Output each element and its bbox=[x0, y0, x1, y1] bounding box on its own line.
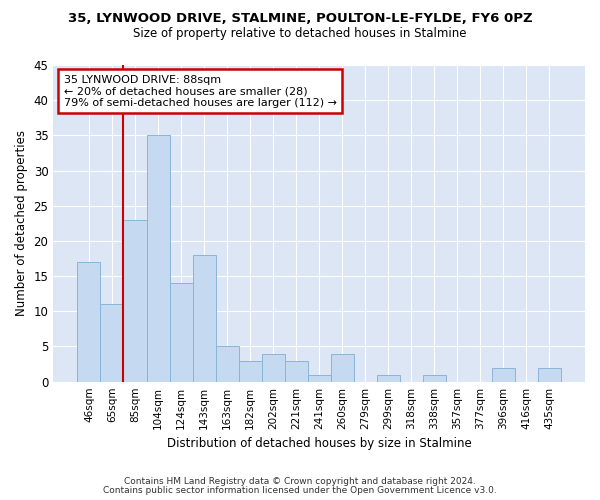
Bar bbox=[170, 283, 193, 382]
Bar bbox=[331, 354, 353, 382]
Bar bbox=[377, 374, 400, 382]
Bar bbox=[239, 360, 262, 382]
Bar bbox=[423, 374, 446, 382]
Text: Contains public sector information licensed under the Open Government Licence v3: Contains public sector information licen… bbox=[103, 486, 497, 495]
Text: 35 LYNWOOD DRIVE: 88sqm
← 20% of detached houses are smaller (28)
79% of semi-de: 35 LYNWOOD DRIVE: 88sqm ← 20% of detache… bbox=[64, 74, 337, 108]
Bar bbox=[308, 374, 331, 382]
Bar bbox=[124, 220, 146, 382]
Bar bbox=[146, 136, 170, 382]
Bar bbox=[215, 346, 239, 382]
Bar bbox=[100, 304, 124, 382]
Bar bbox=[262, 354, 284, 382]
Bar bbox=[538, 368, 561, 382]
Bar bbox=[284, 360, 308, 382]
Text: Size of property relative to detached houses in Stalmine: Size of property relative to detached ho… bbox=[133, 28, 467, 40]
Text: 35, LYNWOOD DRIVE, STALMINE, POULTON-LE-FYLDE, FY6 0PZ: 35, LYNWOOD DRIVE, STALMINE, POULTON-LE-… bbox=[68, 12, 532, 26]
Y-axis label: Number of detached properties: Number of detached properties bbox=[15, 130, 28, 316]
Bar bbox=[193, 255, 215, 382]
Bar bbox=[492, 368, 515, 382]
Bar bbox=[77, 262, 100, 382]
Text: Contains HM Land Registry data © Crown copyright and database right 2024.: Contains HM Land Registry data © Crown c… bbox=[124, 477, 476, 486]
X-axis label: Distribution of detached houses by size in Stalmine: Distribution of detached houses by size … bbox=[167, 437, 472, 450]
